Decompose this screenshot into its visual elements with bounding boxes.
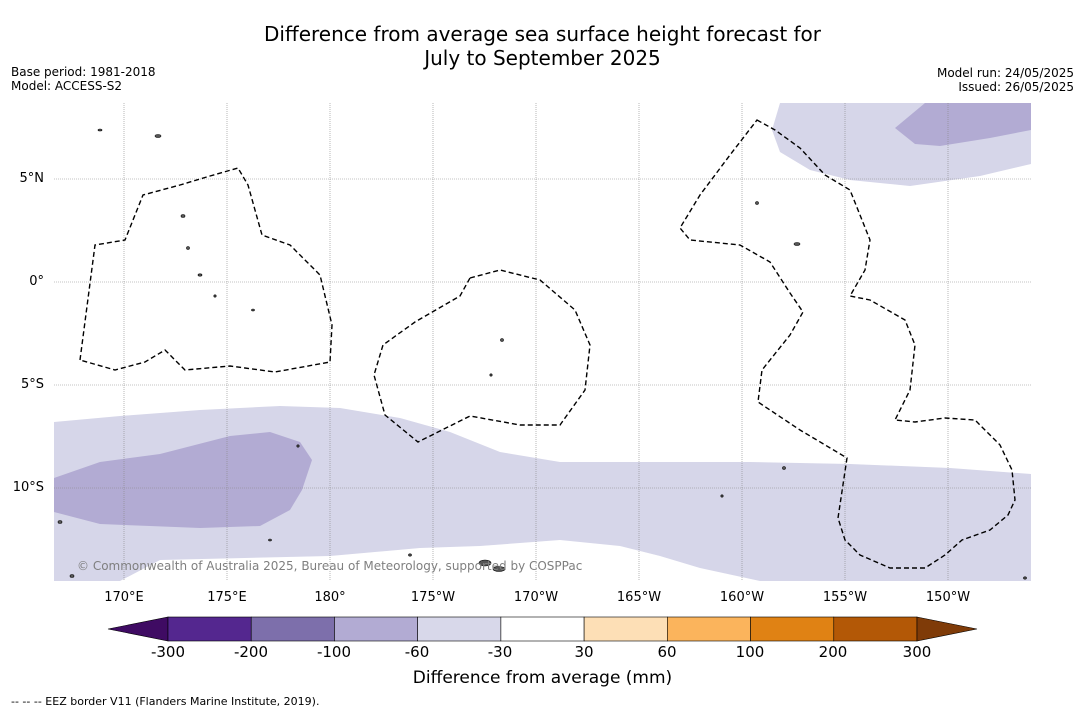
lon-label-160w: 160°W <box>719 590 765 605</box>
island <box>197 273 203 277</box>
colorbar-segment <box>334 616 418 642</box>
island <box>296 444 300 448</box>
colorbar-label: -300 <box>150 643 186 661</box>
island <box>1023 576 1027 580</box>
island <box>268 538 272 542</box>
meta-right: Model run: 24/05/2025 Issued: 26/05/2025 <box>937 66 1074 94</box>
island <box>478 559 492 567</box>
colorbar-segment <box>833 616 918 642</box>
colorbar-segment <box>167 616 252 642</box>
colorbar-extend-low <box>107 616 169 642</box>
island <box>500 338 504 342</box>
colorbar-extend-high <box>916 616 978 642</box>
island <box>489 373 493 377</box>
colorbar-label: 30 <box>574 643 594 661</box>
colorbar-segment <box>417 616 502 642</box>
colorbar-label: 300 <box>902 643 932 661</box>
meta-left: Base period: 1981-2018 Model: ACCESS-S2 <box>11 65 156 93</box>
colorbar-segment <box>250 616 335 642</box>
eez-border-east <box>679 119 1016 569</box>
colorbar-label: 60 <box>657 643 677 661</box>
anomaly-region-mid-west <box>54 432 312 528</box>
island <box>69 574 75 578</box>
island <box>180 214 186 218</box>
islands <box>57 128 1027 580</box>
colorbar-segment <box>500 616 585 642</box>
island <box>213 294 217 298</box>
lon-label-175w: 175°W <box>410 590 456 605</box>
lon-label-155w: 155°W <box>822 590 868 605</box>
lon-label-175e: 175°E <box>207 590 247 605</box>
colorbar-label: -200 <box>233 643 269 661</box>
eez-borders <box>79 119 1016 569</box>
lat-label-0: 0° <box>29 274 44 289</box>
colorbar-segment <box>583 616 668 642</box>
eez-legend-footnote: -- -- -- EEZ border V11 (Flanders Marine… <box>11 695 320 708</box>
map-area <box>54 103 1031 581</box>
colorbar-label: -100 <box>316 643 352 661</box>
anomaly-region-mid-north <box>895 103 1031 146</box>
island <box>97 128 103 132</box>
anomaly-gap-south <box>120 540 760 581</box>
lat-label-5n: 5°N <box>19 171 45 186</box>
model-run: Model run: 24/05/2025 <box>936 66 1074 80</box>
island <box>408 553 412 557</box>
colorbar <box>107 616 978 642</box>
island <box>251 308 255 312</box>
base-period: Base period: 1981-2018 <box>11 65 156 79</box>
colorbar-segment <box>750 616 835 642</box>
island <box>186 246 190 250</box>
island <box>755 201 759 205</box>
island <box>492 566 506 572</box>
colorbar-label: 100 <box>735 643 765 661</box>
title-line-2: July to September 2025 <box>424 46 661 70</box>
island <box>154 134 162 138</box>
lat-label-10s: 10°S <box>12 480 44 495</box>
lon-label-180: 180° <box>314 590 346 605</box>
lat-label-5s: 5°S <box>20 377 44 392</box>
eez-border-central <box>373 269 591 443</box>
issued-date: Issued: 26/05/2025 <box>958 80 1074 94</box>
model-name: Model: ACCESS-S2 <box>11 79 123 93</box>
colorbar-label: -60 <box>404 643 430 661</box>
colorbar-label: -30 <box>487 643 513 661</box>
colorbar-segments <box>167 616 918 642</box>
colorbar-label: 200 <box>818 643 848 661</box>
lon-label-165w: 165°W <box>616 590 662 605</box>
island <box>782 466 786 470</box>
copyright-notice: © Commonwealth of Australia 2025, Bureau… <box>77 559 583 573</box>
chart-title: Difference from average sea surface heig… <box>0 22 1085 70</box>
island <box>720 494 724 498</box>
title-line-1: Difference from average sea surface heig… <box>263 22 822 46</box>
colorbar-segment <box>667 616 751 642</box>
lon-label-170e: 170°E <box>104 590 144 605</box>
eez-border-west <box>79 167 333 373</box>
island <box>57 520 63 524</box>
island <box>793 242 801 246</box>
lon-label-150w: 150°W <box>925 590 971 605</box>
colorbar-title: Difference from average (mm) <box>412 668 673 688</box>
lon-label-170w: 170°W <box>513 590 559 605</box>
